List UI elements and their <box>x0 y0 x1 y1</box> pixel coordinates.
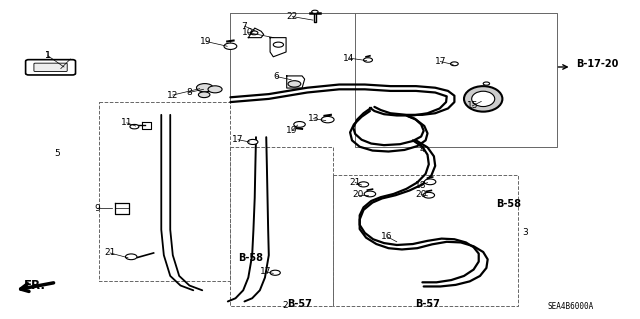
Text: 15: 15 <box>467 101 478 110</box>
Text: 16: 16 <box>381 232 393 241</box>
Circle shape <box>451 62 458 66</box>
Circle shape <box>130 124 139 129</box>
Text: 20: 20 <box>415 190 427 199</box>
Text: 12: 12 <box>167 91 179 100</box>
Circle shape <box>250 31 258 35</box>
Text: 17: 17 <box>435 57 446 66</box>
Text: 6: 6 <box>274 72 279 81</box>
FancyBboxPatch shape <box>34 63 67 71</box>
Text: 7: 7 <box>242 22 247 31</box>
Text: 18: 18 <box>415 181 427 190</box>
Text: B-57: B-57 <box>287 299 312 309</box>
Circle shape <box>273 42 284 47</box>
Circle shape <box>483 82 490 85</box>
Text: 14: 14 <box>343 54 355 63</box>
Circle shape <box>364 58 372 62</box>
Circle shape <box>423 192 435 198</box>
Circle shape <box>321 116 334 123</box>
Circle shape <box>294 122 305 127</box>
Text: 1: 1 <box>45 51 51 60</box>
Text: 20: 20 <box>353 190 364 199</box>
Text: 22: 22 <box>287 12 298 21</box>
Ellipse shape <box>472 91 495 107</box>
Text: 4: 4 <box>420 145 425 154</box>
Text: 3: 3 <box>522 228 527 237</box>
Text: B-17-20: B-17-20 <box>576 59 618 70</box>
Text: 1: 1 <box>45 51 51 60</box>
Text: 17: 17 <box>232 135 244 144</box>
Circle shape <box>270 270 280 275</box>
Circle shape <box>224 43 237 49</box>
Text: 8: 8 <box>186 88 191 97</box>
Text: 17: 17 <box>260 267 271 276</box>
Circle shape <box>358 182 369 187</box>
Text: 13: 13 <box>308 114 319 123</box>
Circle shape <box>125 254 137 260</box>
Ellipse shape <box>464 86 502 112</box>
Text: 9: 9 <box>95 204 100 213</box>
Circle shape <box>288 81 301 87</box>
Circle shape <box>208 86 222 93</box>
Text: B-58: B-58 <box>496 198 521 209</box>
Text: 21: 21 <box>104 249 116 257</box>
Text: 11: 11 <box>121 118 132 127</box>
Text: SEA4B6000A: SEA4B6000A <box>547 302 593 311</box>
Circle shape <box>312 10 318 13</box>
Text: FR.: FR. <box>24 279 46 292</box>
FancyBboxPatch shape <box>26 60 76 75</box>
Circle shape <box>424 179 436 185</box>
Text: B-58: B-58 <box>238 253 263 263</box>
Text: B-57: B-57 <box>415 299 440 309</box>
Text: 19: 19 <box>200 37 212 46</box>
Text: 5: 5 <box>55 149 60 158</box>
Circle shape <box>198 92 210 98</box>
Circle shape <box>364 191 376 197</box>
Circle shape <box>196 84 213 92</box>
Text: 2: 2 <box>282 301 287 310</box>
Text: 19: 19 <box>286 126 298 135</box>
Text: 21: 21 <box>349 178 361 187</box>
Circle shape <box>248 139 258 145</box>
Text: 10: 10 <box>242 28 253 37</box>
